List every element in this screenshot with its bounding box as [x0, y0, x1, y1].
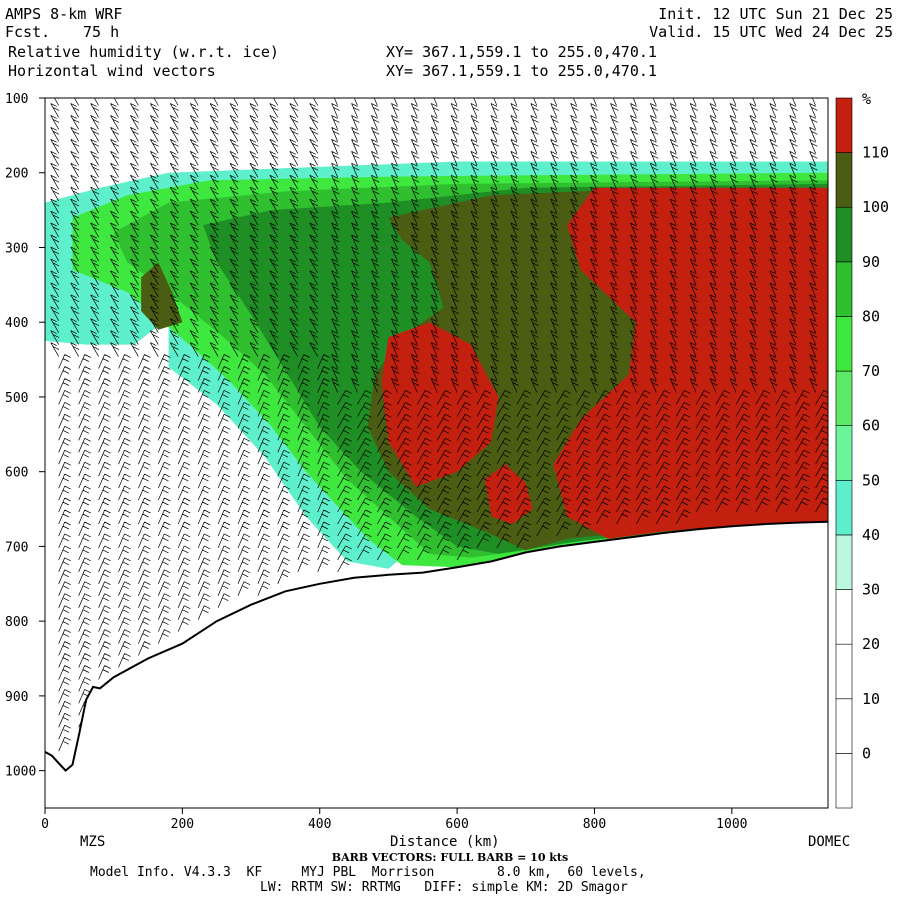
x-tick-label: 0 [41, 817, 49, 832]
cross-section-coords-1: XY= 367.1,559.1 to 255.0,470.1 [386, 43, 657, 61]
x-tick-label: 800 [583, 817, 606, 832]
colorbar-tick-label: 50 [862, 471, 880, 489]
colorbar-bin [835, 206, 853, 263]
wind-barb-column [70, 98, 91, 728]
x-tick-label: 200 [171, 817, 194, 832]
x-tick-label: 400 [308, 817, 331, 832]
barb-legend-note: BARB VECTORS: FULL BARB = 10 kts [331, 851, 569, 864]
rh-region-110-7 [553, 187, 828, 539]
colorbar-unit: % [862, 90, 872, 108]
colorbar-bin [835, 261, 853, 317]
y-tick-label: 600 [5, 466, 28, 481]
x-tick-label: 1000 [716, 817, 747, 832]
colorbar-bin [835, 370, 853, 426]
colorbar-tick-label: 60 [862, 417, 880, 435]
colorbar-tick-label: 30 [862, 581, 880, 599]
colorbar-bin [835, 316, 853, 372]
terrain-fill [45, 521, 828, 808]
colorbar-bin [835, 698, 853, 754]
plot-frame [44, 97, 829, 809]
model-physics-info: LW: RRTM SW: RRTMG DIFF: simple KM: 2D S… [260, 880, 628, 895]
rh-region-100-6 [141, 262, 183, 330]
colorbar-bin [835, 643, 853, 700]
colorbar-bin [835, 589, 853, 645]
terrain-line [45, 520, 828, 772]
y-tick-label: 500 [5, 391, 28, 406]
y-tick-label: 200 [5, 167, 28, 182]
rh-region-110-8 [381, 322, 499, 487]
colorbar-tick-label: 70 [862, 362, 880, 380]
colorbar-tick-label: 20 [862, 635, 880, 653]
vector-field-name: Horizontal wind vectors [8, 62, 216, 80]
y-tick-label: 900 [5, 690, 28, 705]
colorbar-bin [835, 425, 853, 481]
x-tick-label: 600 [445, 817, 468, 832]
colorbar-tick-label: 40 [862, 526, 880, 544]
colorbar-bin [835, 97, 853, 153]
colorbar-tick-label: 110 [862, 144, 889, 162]
wind-barb-column [90, 98, 111, 680]
y-tick-label: 800 [5, 615, 28, 630]
forecast-hours: 75 h [83, 23, 120, 41]
y-tick-label: 400 [5, 316, 28, 331]
y-tick-label: 1000 [5, 765, 36, 780]
y-tick-label: 300 [5, 241, 28, 256]
wind-barb-column [130, 98, 151, 656]
model-title: AMPS 8-km WRF [5, 5, 123, 23]
colorbar-bin [835, 534, 853, 590]
colorbar-tick-label: 90 [862, 253, 880, 271]
colorbar-tick-label: 10 [862, 690, 880, 708]
field-name: Relative humidity (w.r.t. ice) [8, 43, 279, 61]
y-tick-label: 100 [5, 92, 28, 107]
colorbar-tick-label: 100 [862, 198, 889, 216]
colorbar-tick-label: 80 [862, 307, 880, 325]
model-info: Model Info. V4.3.3 KF MYJ PBL Morrison 8… [90, 865, 646, 880]
x-axis-title: Distance (km) [390, 834, 500, 850]
colorbar-bin [835, 152, 853, 208]
wind-barb-column [110, 98, 131, 668]
valid-time: Valid. 15 UTC Wed 24 Dec 25 [649, 23, 893, 41]
forecast-label: Fcst. [5, 23, 51, 41]
colorbar-tick-label: 0 [862, 744, 871, 762]
rh-region-111-9 [484, 464, 533, 524]
colorbar-bin [835, 753, 853, 809]
x-end-label: DOMEC [808, 834, 851, 850]
x-start-label: MZS [80, 834, 106, 850]
colorbar-bin [835, 480, 853, 536]
y-tick-label: 700 [5, 540, 28, 555]
init-time: Init. 12 UTC Sun 21 Dec 25 [658, 5, 893, 23]
cross-section-coords-2: XY= 367.1,559.1 to 255.0,470.1 [386, 62, 657, 80]
wind-barb-column [50, 98, 71, 752]
